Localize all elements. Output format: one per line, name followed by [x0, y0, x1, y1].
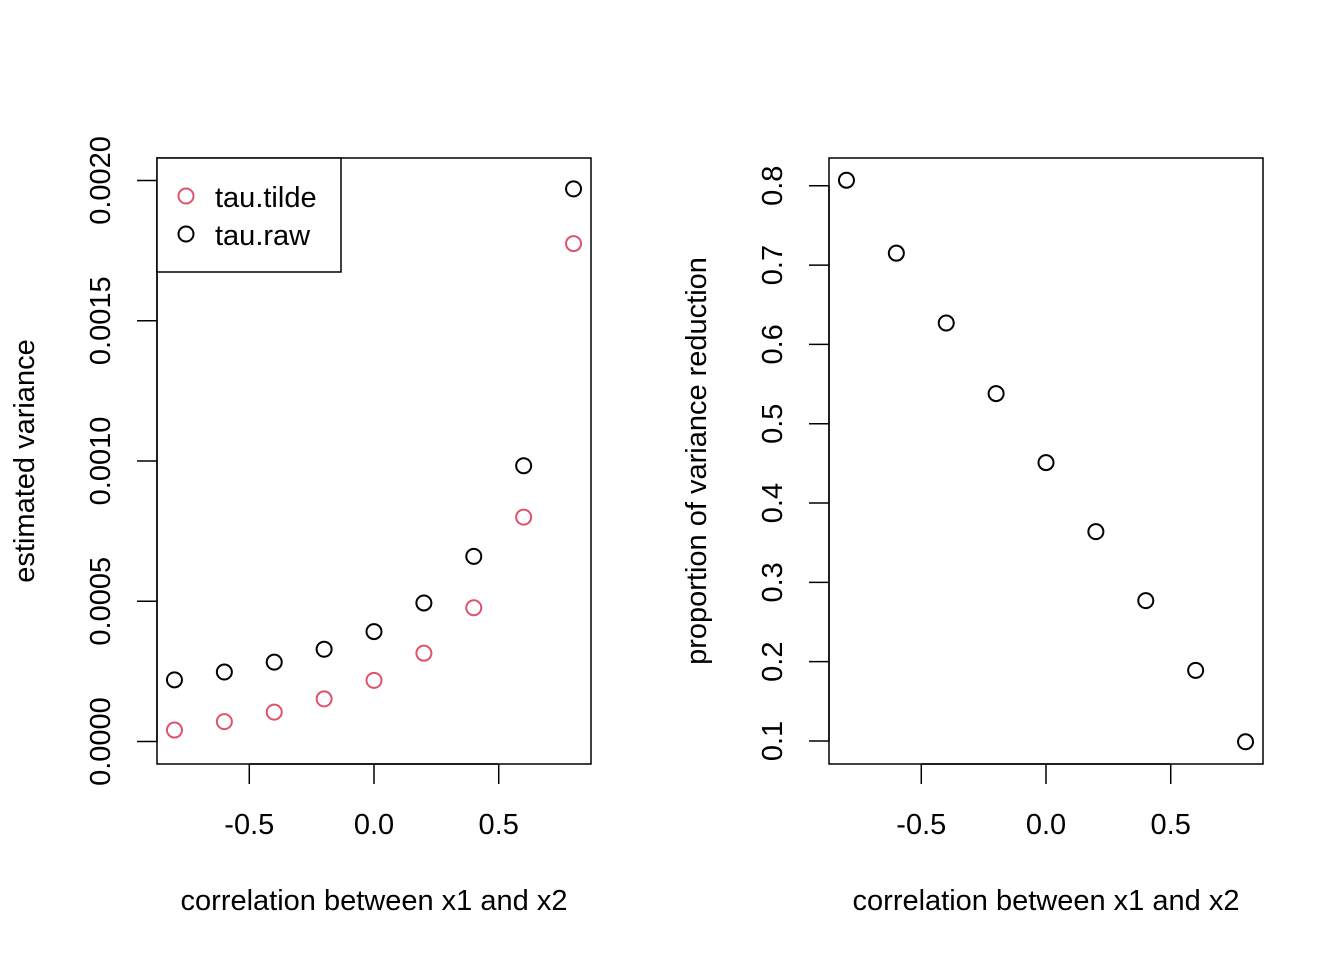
data-points — [837, 171, 1255, 751]
y-tick-label: 0.0015 — [85, 276, 117, 365]
y-tick-label: 0.4 — [757, 483, 789, 523]
y-tick-label: 0.0020 — [85, 136, 117, 225]
legend-label-tau-tilde: tau.tilde — [215, 182, 317, 214]
data-point-series — [1187, 661, 1205, 679]
legend-marker-tau-raw — [177, 225, 195, 243]
x-tick-label: -0.5 — [224, 809, 274, 841]
data-points — [165, 180, 583, 739]
x-tick-label: -0.5 — [896, 809, 946, 841]
data-point-tau-tilde — [265, 703, 283, 721]
x-axis-label: correlation between x1 and x2 — [181, 885, 568, 917]
x-axis: -0.5 0.0 0.5 — [224, 763, 519, 841]
data-point-tau-tilde — [215, 713, 233, 731]
data-point-series — [837, 171, 855, 189]
y-tick-label: 0.0010 — [85, 417, 117, 506]
y-axis-label: proportion of variance reduction — [681, 257, 713, 665]
y-tick-label: 0.1 — [757, 721, 789, 761]
data-point-tau-raw — [265, 653, 283, 671]
y-tick-label: 0.5 — [757, 404, 789, 444]
y-tick-label: 0.7 — [757, 245, 789, 285]
data-point-tau-tilde — [415, 644, 433, 662]
y-tick-label: 0.0005 — [85, 557, 117, 646]
data-point-series — [887, 244, 905, 262]
data-point-tau-tilde — [365, 671, 383, 689]
data-point-tau-raw — [515, 457, 533, 475]
x-axis: -0.5 0.0 0.5 — [896, 763, 1191, 841]
data-point-tau-raw — [465, 547, 483, 565]
data-point-series — [987, 385, 1005, 403]
y-tick-label: 0.0000 — [85, 697, 117, 786]
data-point-tau-tilde — [565, 235, 583, 253]
y-tick-label: 0.6 — [757, 324, 789, 364]
data-point-series — [1037, 454, 1055, 472]
data-point-series — [937, 314, 955, 332]
y-tick-label: 0.3 — [757, 562, 789, 602]
data-point-tau-tilde — [515, 508, 533, 526]
data-point-tau-raw — [165, 671, 183, 689]
x-tick-label: 0.5 — [1151, 809, 1191, 841]
y-tick-label: 0.2 — [757, 642, 789, 682]
legend: tau.tilde tau.raw — [156, 157, 342, 273]
legend-marker-tau-tilde — [177, 187, 195, 205]
data-point-series — [1087, 523, 1105, 541]
data-point-tau-tilde — [315, 690, 333, 708]
x-tick-label: 0.5 — [479, 809, 519, 841]
data-point-series — [1137, 592, 1155, 610]
variance-scatter-panel: correlation between x1 and x2 estimated … — [9, 136, 592, 917]
data-point-tau-raw — [315, 640, 333, 658]
data-point-tau-tilde — [165, 721, 183, 739]
data-point-tau-tilde — [465, 599, 483, 617]
y-tick-label: 0.8 — [757, 166, 789, 206]
y-axis: 0.0000 0.0005 0.0010 0.0015 0.0020 — [85, 136, 158, 786]
y-axis-label: estimated variance — [9, 339, 41, 582]
data-point-tau-raw — [365, 623, 383, 641]
data-point-tau-raw — [415, 594, 433, 612]
variance-reduction-panel: correlation between x1 and x2 proportion… — [681, 157, 1264, 917]
data-point-tau-raw — [565, 180, 583, 198]
legend-box — [156, 157, 342, 273]
x-tick-label: 0.0 — [1026, 809, 1066, 841]
data-point-tau-raw — [215, 663, 233, 681]
y-axis: 0.1 0.2 0.3 0.4 0.5 0.6 0.7 0.8 — [757, 166, 830, 761]
legend-label-tau-raw: tau.raw — [215, 220, 311, 252]
data-point-series — [1237, 733, 1255, 751]
x-tick-label: 0.0 — [354, 809, 394, 841]
x-axis-label: correlation between x1 and x2 — [853, 885, 1240, 917]
